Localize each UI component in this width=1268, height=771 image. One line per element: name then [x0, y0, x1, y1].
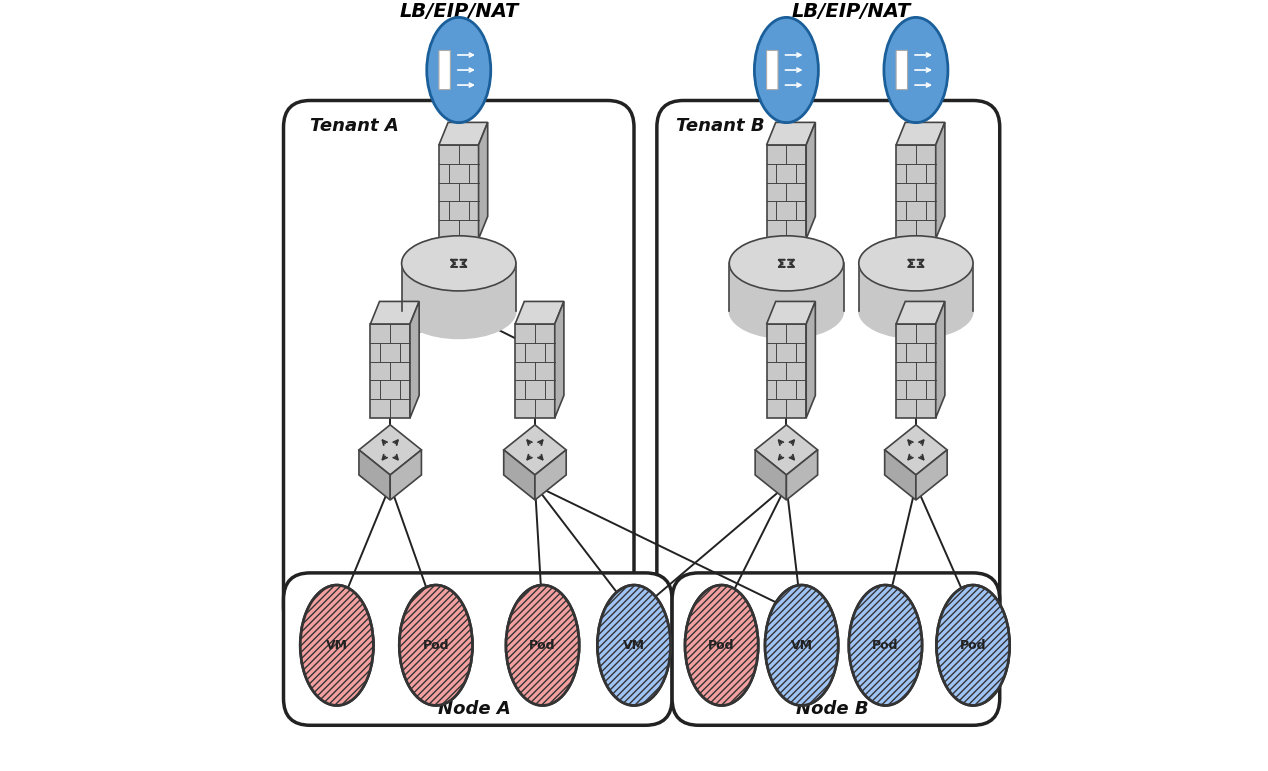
Ellipse shape: [506, 585, 579, 705]
FancyBboxPatch shape: [284, 100, 634, 634]
Polygon shape: [359, 425, 421, 475]
Text: Node A: Node A: [437, 700, 510, 718]
Ellipse shape: [858, 284, 973, 338]
Polygon shape: [936, 301, 945, 418]
Polygon shape: [756, 450, 786, 500]
Bar: [370, 324, 410, 418]
Bar: [515, 324, 555, 418]
Bar: [729, 264, 843, 311]
Polygon shape: [503, 450, 535, 500]
Ellipse shape: [506, 585, 579, 705]
Ellipse shape: [729, 236, 843, 291]
Polygon shape: [767, 123, 815, 145]
Bar: [439, 145, 478, 239]
Polygon shape: [439, 123, 488, 145]
Polygon shape: [359, 450, 391, 500]
Bar: [767, 324, 806, 418]
Text: Pod: Pod: [709, 639, 735, 651]
Ellipse shape: [399, 585, 473, 705]
Ellipse shape: [427, 18, 491, 123]
Polygon shape: [756, 425, 818, 475]
Polygon shape: [503, 425, 567, 475]
Text: Tenant B: Tenant B: [676, 117, 765, 135]
Ellipse shape: [597, 585, 671, 705]
Polygon shape: [391, 450, 421, 500]
Text: VM: VM: [623, 639, 645, 651]
Polygon shape: [767, 301, 815, 324]
FancyBboxPatch shape: [284, 573, 672, 726]
Text: Pod: Pod: [960, 639, 987, 651]
Ellipse shape: [301, 585, 373, 705]
Polygon shape: [885, 425, 947, 475]
Polygon shape: [896, 123, 945, 145]
Ellipse shape: [937, 585, 1009, 705]
FancyBboxPatch shape: [439, 50, 450, 89]
Polygon shape: [535, 450, 567, 500]
Polygon shape: [410, 301, 420, 418]
Polygon shape: [915, 450, 947, 500]
Ellipse shape: [301, 585, 373, 705]
Polygon shape: [885, 450, 915, 500]
Ellipse shape: [937, 585, 1009, 705]
Text: VM: VM: [791, 639, 813, 651]
Bar: [402, 264, 516, 311]
Ellipse shape: [399, 585, 473, 705]
Polygon shape: [806, 301, 815, 418]
Polygon shape: [515, 301, 564, 324]
Text: Pod: Pod: [529, 639, 555, 651]
Polygon shape: [806, 123, 815, 239]
Bar: [896, 324, 936, 418]
FancyBboxPatch shape: [657, 100, 999, 634]
Polygon shape: [936, 123, 945, 239]
Bar: [767, 145, 806, 239]
FancyBboxPatch shape: [896, 50, 908, 89]
Text: Pod: Pod: [422, 639, 449, 651]
Ellipse shape: [754, 18, 818, 123]
Text: Tenant A: Tenant A: [311, 117, 399, 135]
FancyBboxPatch shape: [767, 50, 779, 89]
Ellipse shape: [597, 585, 671, 705]
Polygon shape: [896, 301, 945, 324]
Ellipse shape: [884, 18, 948, 123]
Bar: [858, 264, 973, 311]
Ellipse shape: [685, 585, 758, 705]
Text: Pod: Pod: [872, 639, 899, 651]
Ellipse shape: [729, 284, 843, 338]
Text: VM: VM: [326, 639, 347, 651]
Polygon shape: [555, 301, 564, 418]
Ellipse shape: [858, 236, 973, 291]
Ellipse shape: [402, 284, 516, 338]
Text: Node B: Node B: [796, 700, 869, 718]
Ellipse shape: [848, 585, 922, 705]
Text: LB/EIP/NAT: LB/EIP/NAT: [399, 2, 519, 21]
Ellipse shape: [848, 585, 922, 705]
Bar: [896, 145, 936, 239]
Ellipse shape: [685, 585, 758, 705]
FancyBboxPatch shape: [672, 573, 999, 726]
Polygon shape: [786, 450, 818, 500]
Ellipse shape: [402, 236, 516, 291]
Text: LB/EIP/NAT: LB/EIP/NAT: [791, 2, 910, 21]
Ellipse shape: [765, 585, 838, 705]
Polygon shape: [370, 301, 420, 324]
Polygon shape: [478, 123, 488, 239]
Ellipse shape: [765, 585, 838, 705]
